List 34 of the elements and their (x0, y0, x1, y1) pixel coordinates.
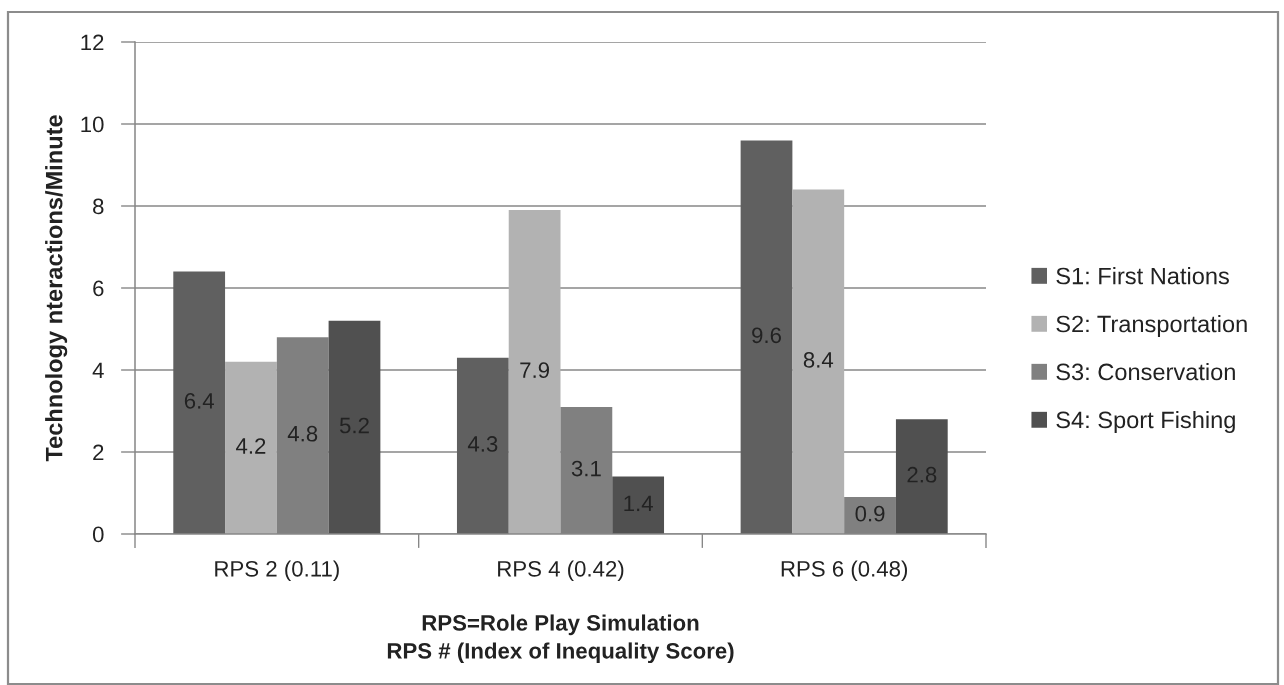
data-label: 4.8 (287, 425, 318, 442)
y-tick-label: 0 (92, 526, 104, 543)
legend-label: S1: First Nations (1056, 267, 1229, 285)
data-label: 7.9 (520, 362, 550, 379)
x-tick-label: RPS 6 (0.48) (781, 560, 908, 582)
bar (895, 419, 948, 534)
data-label: 0.9 (855, 505, 885, 522)
bar (456, 357, 509, 534)
legend-label: S4: Sport Fishing (1056, 410, 1235, 433)
x-tick-label: RPS 2 (0.11) (215, 560, 339, 582)
bar (612, 476, 665, 534)
data-label: 8.4 (803, 352, 834, 368)
data-label: 3.1 (571, 460, 601, 477)
legend-label: S2: Transportation (1056, 315, 1247, 338)
legend-label: S3: Conservation (1056, 362, 1235, 381)
data-label: 4.2 (236, 438, 266, 454)
y-tick-label: 12 (81, 34, 104, 51)
bar (173, 271, 226, 534)
y-tick-label: 6 (93, 280, 104, 297)
y-tick-label: 4 (92, 362, 104, 379)
x-axis-title: RPS=Role Play Simulation RPS # (Index of Inequality Score) (387, 614, 734, 664)
x-tick-label: RPS 4 (0.42) (498, 560, 624, 582)
bar (225, 361, 277, 534)
bar (508, 210, 561, 534)
data-label: 9.6 (752, 327, 781, 344)
data-label: 4.3 (467, 436, 498, 452)
y-tick-label: 8 (93, 198, 104, 215)
y-tick-label: 10 (81, 116, 104, 133)
bar (328, 320, 381, 534)
data-label: 6.4 (184, 393, 214, 409)
y-axis-title: Technology nteractions/Minute (45, 115, 68, 462)
bar (740, 140, 793, 534)
y-tick-label: 2 (93, 444, 104, 461)
bar (792, 189, 845, 534)
